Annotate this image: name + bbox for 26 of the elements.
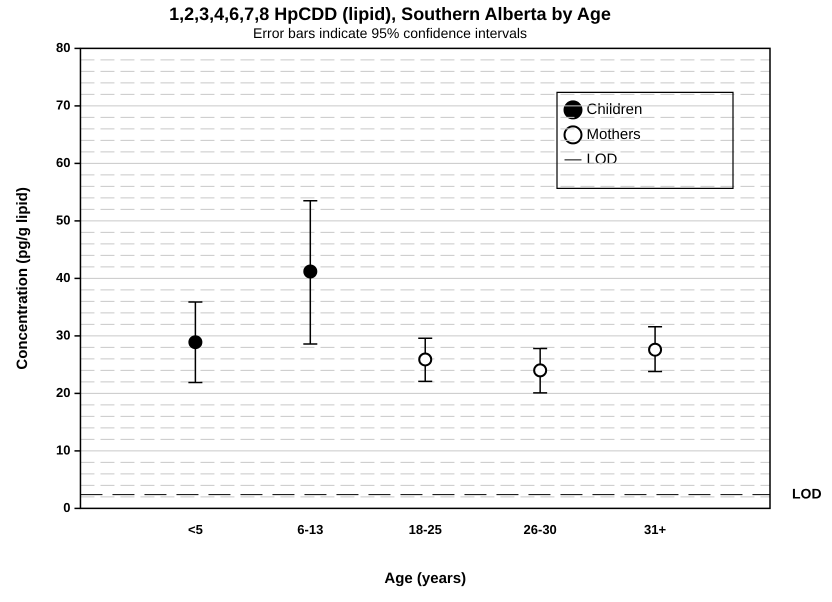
x-tick-label: 26-30: [524, 522, 557, 537]
point: [533, 363, 548, 378]
y-tick-label: 20: [56, 384, 70, 400]
y-tick-label: 70: [56, 97, 70, 112]
y-tick-label: 60: [56, 154, 70, 170]
x-tick-label: 18-25: [408, 522, 442, 537]
y-tick-label: 50: [56, 212, 70, 228]
y-tick-label: 30: [56, 327, 70, 342]
x-tick-label: 6-13: [297, 522, 324, 537]
y-axis-title: Concentration (pg/g lipid): [14, 187, 32, 370]
point: [303, 264, 318, 278]
legend-label: Children: [586, 101, 642, 118]
y-tick-label: 40: [56, 270, 70, 285]
x-tick-label: 31+: [644, 522, 667, 537]
x-axis-title: Age (years): [384, 570, 466, 588]
y-tick-label: 80: [56, 40, 70, 55]
chart-subtitle: Error bars indicate 95% confidence intervals: [253, 24, 527, 41]
chart-title: 1,2,3,4,6,7,8 HpCDD (lipid), Southern Alberta by Age: [169, 4, 611, 24]
point: [188, 335, 202, 350]
x-tick-label: <5: [188, 522, 203, 537]
y-tick-label: 0: [63, 500, 70, 515]
point: [418, 352, 432, 366]
ref-line-label: LOD: [792, 485, 822, 502]
point: [648, 342, 662, 357]
y-tick-label: 10: [56, 442, 70, 458]
legend-label: Mothers: [586, 126, 641, 144]
